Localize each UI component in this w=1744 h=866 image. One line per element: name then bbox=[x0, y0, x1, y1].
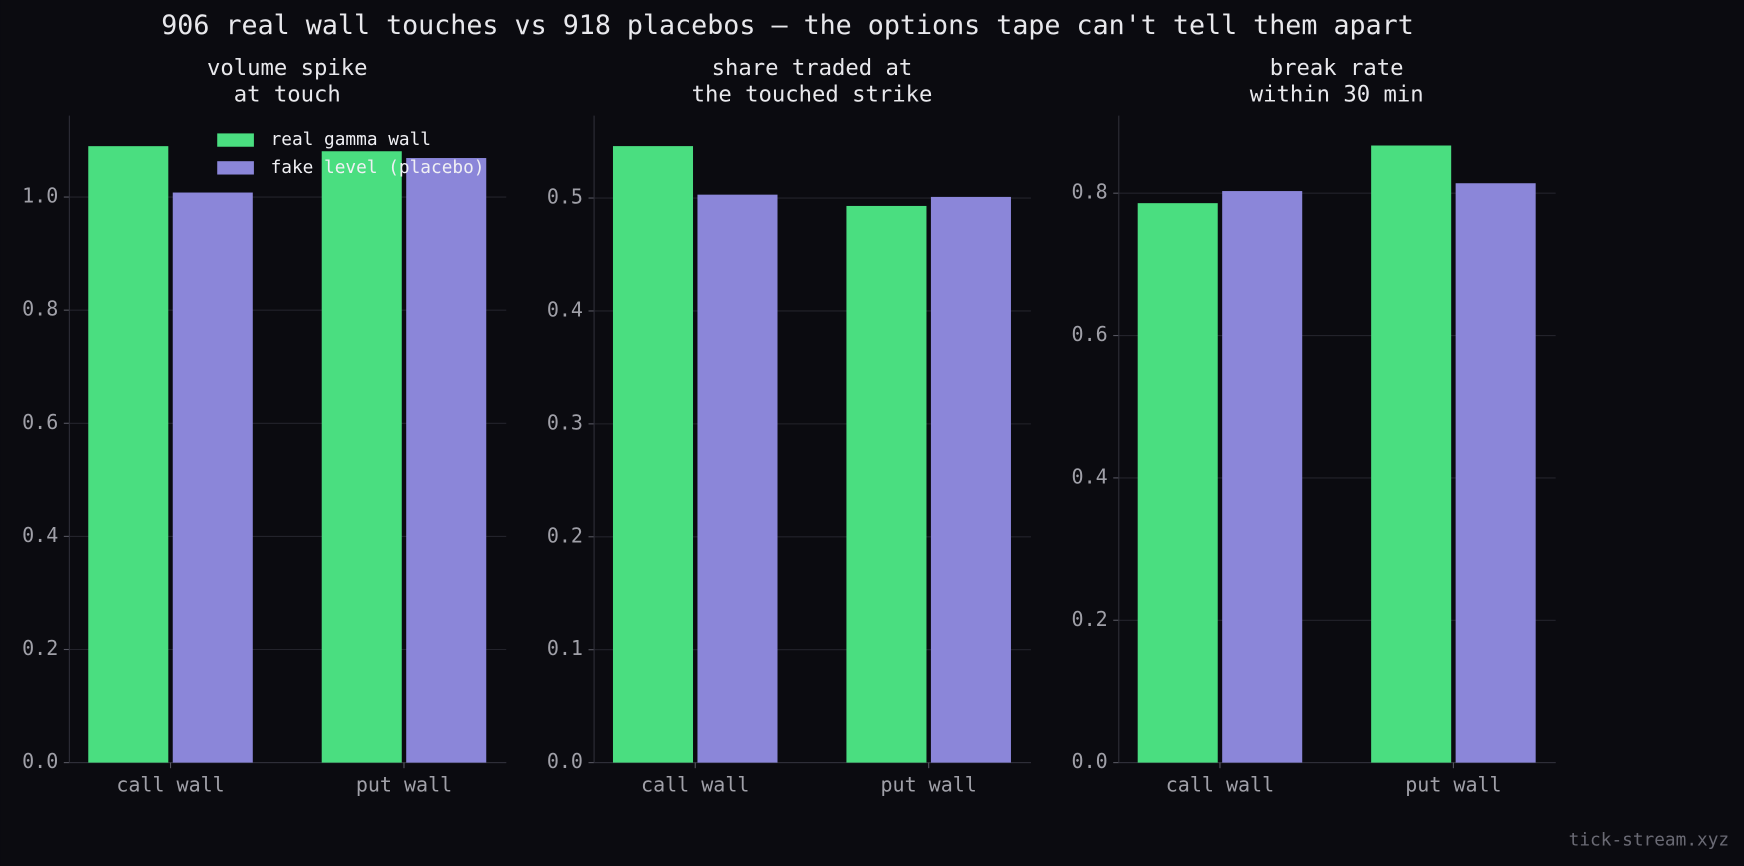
x-tick-label: call wall bbox=[116, 772, 224, 796]
y-tick-label: 0.4 bbox=[547, 297, 583, 321]
bar bbox=[1222, 191, 1303, 763]
panel-title-line: at touch bbox=[234, 81, 341, 107]
y-tick-label: 0.0 bbox=[1072, 749, 1108, 773]
legend-swatch bbox=[217, 133, 254, 147]
x-tick-label: put wall bbox=[1405, 772, 1501, 796]
legend-label: fake level (placebo) bbox=[271, 157, 485, 178]
panel-title-line: volume spike bbox=[207, 54, 368, 80]
bar bbox=[1455, 183, 1536, 763]
y-tick-label: 0.6 bbox=[22, 410, 58, 434]
bar bbox=[1137, 203, 1218, 763]
y-tick-label: 0.3 bbox=[547, 410, 583, 434]
y-tick-label: 1.0 bbox=[22, 184, 58, 208]
figure-title: 906 real wall touches vs 918 placebos — … bbox=[161, 10, 1414, 41]
bar bbox=[172, 192, 253, 763]
y-tick-label: 0.8 bbox=[22, 297, 58, 321]
y-tick-label: 0.0 bbox=[22, 749, 58, 773]
panel-title-line: break rate bbox=[1270, 54, 1404, 80]
y-tick-label: 0.2 bbox=[22, 636, 58, 660]
x-tick-label: put wall bbox=[356, 772, 452, 796]
y-tick-label: 0.1 bbox=[547, 636, 583, 660]
legend-label: real gamma wall bbox=[271, 129, 431, 150]
bar bbox=[321, 151, 402, 763]
x-tick-label: call wall bbox=[641, 772, 749, 796]
y-tick-label: 0.0 bbox=[547, 749, 583, 773]
bar bbox=[406, 158, 487, 763]
panel-title: volume spike at touch bbox=[207, 54, 368, 107]
footer: tick-stream.xyz bbox=[1569, 829, 1729, 850]
bar bbox=[612, 146, 694, 763]
bar bbox=[1371, 145, 1452, 763]
y-tick-label: 0.2 bbox=[1072, 607, 1108, 631]
panel-title-line: share traded at bbox=[712, 54, 913, 80]
panel-title-line: within 30 min bbox=[1250, 81, 1424, 107]
y-tick-label: 0.5 bbox=[547, 185, 583, 209]
bar bbox=[846, 205, 927, 763]
x-tick-label: call wall bbox=[1166, 772, 1274, 796]
panel-title: share traded at the touched strike bbox=[692, 54, 933, 107]
bar bbox=[88, 146, 169, 763]
panel-title: break rate within 30 min bbox=[1250, 54, 1424, 107]
bar bbox=[697, 194, 778, 763]
legend-swatch bbox=[217, 161, 254, 175]
y-tick-label: 0.4 bbox=[1072, 464, 1108, 488]
panel-title-line: the touched strike bbox=[692, 81, 933, 107]
y-tick-label: 0.4 bbox=[22, 523, 58, 547]
y-tick-label: 0.8 bbox=[1072, 180, 1108, 204]
bar bbox=[930, 196, 1011, 763]
x-tick-label: put wall bbox=[881, 772, 977, 796]
y-tick-label: 0.6 bbox=[1072, 322, 1108, 346]
y-tick-label: 0.2 bbox=[547, 523, 583, 547]
